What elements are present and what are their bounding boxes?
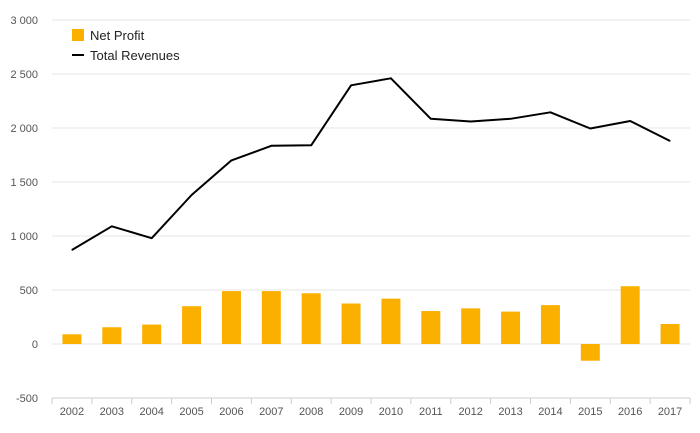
y-tick-label: -500 bbox=[16, 393, 38, 405]
x-tick-label: 2008 bbox=[299, 406, 323, 418]
bar-net-profit bbox=[580, 344, 600, 361]
line-point-total-revenues bbox=[191, 194, 193, 196]
bar-net-profit bbox=[62, 334, 82, 344]
bar-net-profit bbox=[102, 327, 122, 344]
line-series-total-revenues bbox=[71, 77, 671, 251]
bar-net-profit bbox=[221, 291, 241, 344]
bar-net-profit bbox=[182, 306, 202, 344]
line-point-total-revenues bbox=[470, 121, 472, 123]
bar-net-profit bbox=[381, 298, 401, 344]
line-point-total-revenues bbox=[71, 249, 73, 251]
bar-net-profit bbox=[660, 324, 680, 344]
bar-net-profit bbox=[501, 311, 521, 344]
line-point-total-revenues bbox=[549, 111, 551, 113]
line-point-total-revenues bbox=[151, 237, 153, 239]
line-point-total-revenues bbox=[669, 140, 671, 142]
line-point-total-revenues bbox=[350, 84, 352, 86]
y-tick-label: 2 000 bbox=[10, 123, 38, 135]
x-tick-label: 2015 bbox=[578, 406, 602, 418]
line-point-total-revenues bbox=[310, 144, 312, 146]
x-tick-label: 2005 bbox=[179, 406, 203, 418]
bar-series-net-profit bbox=[62, 286, 680, 361]
bar-net-profit bbox=[540, 305, 560, 344]
bar-net-profit bbox=[301, 293, 321, 344]
line-total-revenues bbox=[71, 77, 671, 251]
x-tick-label: 2014 bbox=[538, 406, 562, 418]
x-tick-label: 2007 bbox=[259, 406, 283, 418]
bar-net-profit bbox=[142, 324, 162, 344]
bar-net-profit bbox=[461, 308, 481, 344]
bar-net-profit bbox=[421, 311, 441, 344]
y-tick-label: 1 000 bbox=[10, 231, 38, 243]
line-point-total-revenues bbox=[230, 159, 232, 161]
y-tick-label: 1 500 bbox=[10, 177, 38, 189]
bar-net-profit bbox=[261, 291, 281, 344]
line-point-total-revenues bbox=[589, 128, 591, 130]
y-tick-label: 0 bbox=[32, 339, 38, 351]
line-point-total-revenues bbox=[270, 145, 272, 147]
bar-net-profit bbox=[341, 303, 361, 344]
line-point-total-revenues bbox=[390, 77, 392, 79]
y-axis: -500 0 500 1 000 1 500 2 000 2 500 3 000 bbox=[10, 15, 38, 405]
x-axis: 2002 2003 2004 2005 2006 2007 2008 2009 2010 2011… bbox=[51, 397, 691, 418]
bar-net-profit bbox=[620, 286, 640, 344]
line-point-total-revenues bbox=[629, 120, 631, 122]
legend-swatch-net-profit bbox=[72, 29, 84, 41]
legend-label-net-profit: Net Profit bbox=[90, 28, 145, 43]
legend: Net Profit Total Revenues bbox=[72, 28, 180, 63]
x-tick-label: 2010 bbox=[379, 406, 403, 418]
x-tick-label: 2013 bbox=[498, 406, 522, 418]
line-point-total-revenues bbox=[510, 118, 512, 120]
x-tick-label: 2004 bbox=[139, 406, 163, 418]
x-tick-label: 2017 bbox=[658, 406, 682, 418]
y-tick-label: 500 bbox=[20, 285, 38, 297]
x-tick-label: 2006 bbox=[219, 406, 243, 418]
x-tick-label: 2011 bbox=[419, 406, 443, 418]
y-tick-label: 3 000 bbox=[10, 15, 38, 27]
x-tick-label: 2003 bbox=[100, 406, 124, 418]
x-tick-label: 2009 bbox=[339, 406, 363, 418]
y-tick-label: 2 500 bbox=[10, 69, 38, 81]
line-point-total-revenues bbox=[111, 225, 113, 227]
x-tick-label: 2012 bbox=[458, 406, 482, 418]
legend-label-total-revenues: Total Revenues bbox=[90, 48, 180, 63]
x-tick-label: 2016 bbox=[618, 406, 642, 418]
x-tick-label: 2002 bbox=[60, 406, 84, 418]
line-point-total-revenues bbox=[430, 118, 432, 120]
